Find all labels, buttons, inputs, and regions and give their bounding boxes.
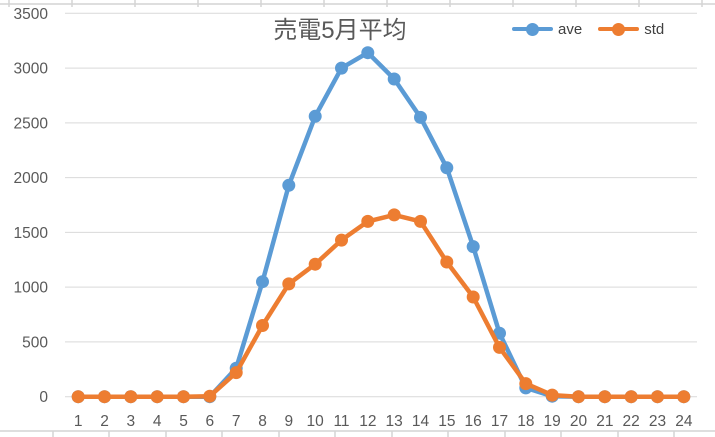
data-point-std-5[interactable] [177,390,190,404]
legend-label-std: std [644,20,665,38]
x-axis-tick-label: 11 [333,413,349,430]
data-point-std-22[interactable] [624,390,638,404]
x-axis-tick-label: 6 [206,413,215,430]
chart-legend[interactable]: ave std [512,21,664,38]
y-axis-tick-label: 3500 [14,6,49,23]
data-point-ave-9[interactable] [282,178,296,192]
legend-marker-ave-icon [512,22,553,36]
legend-label-ave: ave [558,20,583,38]
data-point-ave-10[interactable] [308,109,322,123]
series-line-std[interactable] [75,212,687,399]
data-point-ave-11[interactable] [335,61,348,75]
data-point-std-8[interactable] [256,319,269,332]
x-axis-tick-label: 13 [386,413,403,430]
y-axis-tick-label: 2500 [14,115,49,132]
x-axis-tick-label: 23 [649,413,666,430]
data-point-std-2[interactable] [98,390,111,404]
x-axis-tick-label: 8 [258,413,267,430]
x-axis-tick-label: 10 [307,413,325,430]
data-point-std-23[interactable] [651,390,664,404]
x-axis-tick-label: 22 [623,413,640,430]
data-point-ave-12[interactable] [361,46,375,60]
y-axis-tick-label: 500 [22,334,48,351]
data-point-ave-16[interactable] [466,240,480,254]
data-point-std-17[interactable] [493,340,506,354]
x-axis-tick-label: 5 [179,413,188,430]
data-point-ave-8[interactable] [256,275,269,289]
data-point-ave-15[interactable] [440,161,454,175]
x-axis-tick-label: 12 [359,413,376,430]
data-point-std-3[interactable] [124,390,138,404]
data-point-ave-14[interactable] [414,110,427,124]
data-point-std-15[interactable] [440,255,454,269]
x-axis-tick-label: 17 [491,413,508,430]
data-point-std-11[interactable] [335,233,348,247]
legend-item-ave[interactable]: ave [512,21,582,38]
x-axis-tick-label: 19 [544,413,561,430]
data-point-std-1[interactable] [71,390,85,404]
data-point-std-6[interactable] [203,389,217,403]
x-axis-tick-label: 21 [596,413,613,430]
x-axis-tick-label: 3 [127,413,136,430]
x-axis-tick-label: 2 [100,413,109,430]
y-axis-tick-label: 1000 [14,280,49,297]
data-point-std-4[interactable] [150,390,164,404]
data-point-std-20[interactable] [572,390,585,404]
x-axis-tick-label: 4 [153,413,162,430]
data-point-std-19[interactable] [545,388,559,402]
data-point-std-7[interactable] [229,366,243,380]
y-axis-tick-label: 0 [39,389,48,406]
x-axis-tick-label: 16 [465,413,482,430]
y-axis-tick-label: 1500 [14,225,49,242]
x-axis-tick-label: 14 [412,413,430,430]
data-point-ave-13[interactable] [387,72,401,86]
x-axis-tick-label: 18 [517,413,534,430]
data-point-std-12[interactable] [361,214,375,228]
y-axis-tick-label: 3000 [14,61,49,78]
chart-title[interactable]: 売電5月平均 [273,17,407,44]
series-line-ave[interactable] [75,50,687,399]
x-axis-tick-label: 9 [285,413,294,430]
x-axis-tick-label: 7 [232,413,241,430]
data-point-std-18[interactable] [519,377,533,391]
x-axis-tick-label: 24 [675,413,693,430]
data-point-std-14[interactable] [414,214,427,228]
data-point-std-9[interactable] [282,277,296,291]
x-axis-tick-label: 15 [438,413,455,430]
data-point-std-10[interactable] [308,257,322,271]
data-point-std-13[interactable] [387,208,401,222]
y-axis-tick-label: 2000 [14,170,49,187]
data-point-std-16[interactable] [466,290,480,304]
legend-item-std[interactable]: std [598,21,664,38]
data-point-std-21[interactable] [598,390,612,404]
legend-marker-std-icon [598,22,640,36]
x-axis-tick-label: 20 [570,413,588,430]
data-point-std-24[interactable] [677,390,691,404]
x-axis-tick-label: 1 [74,413,83,430]
